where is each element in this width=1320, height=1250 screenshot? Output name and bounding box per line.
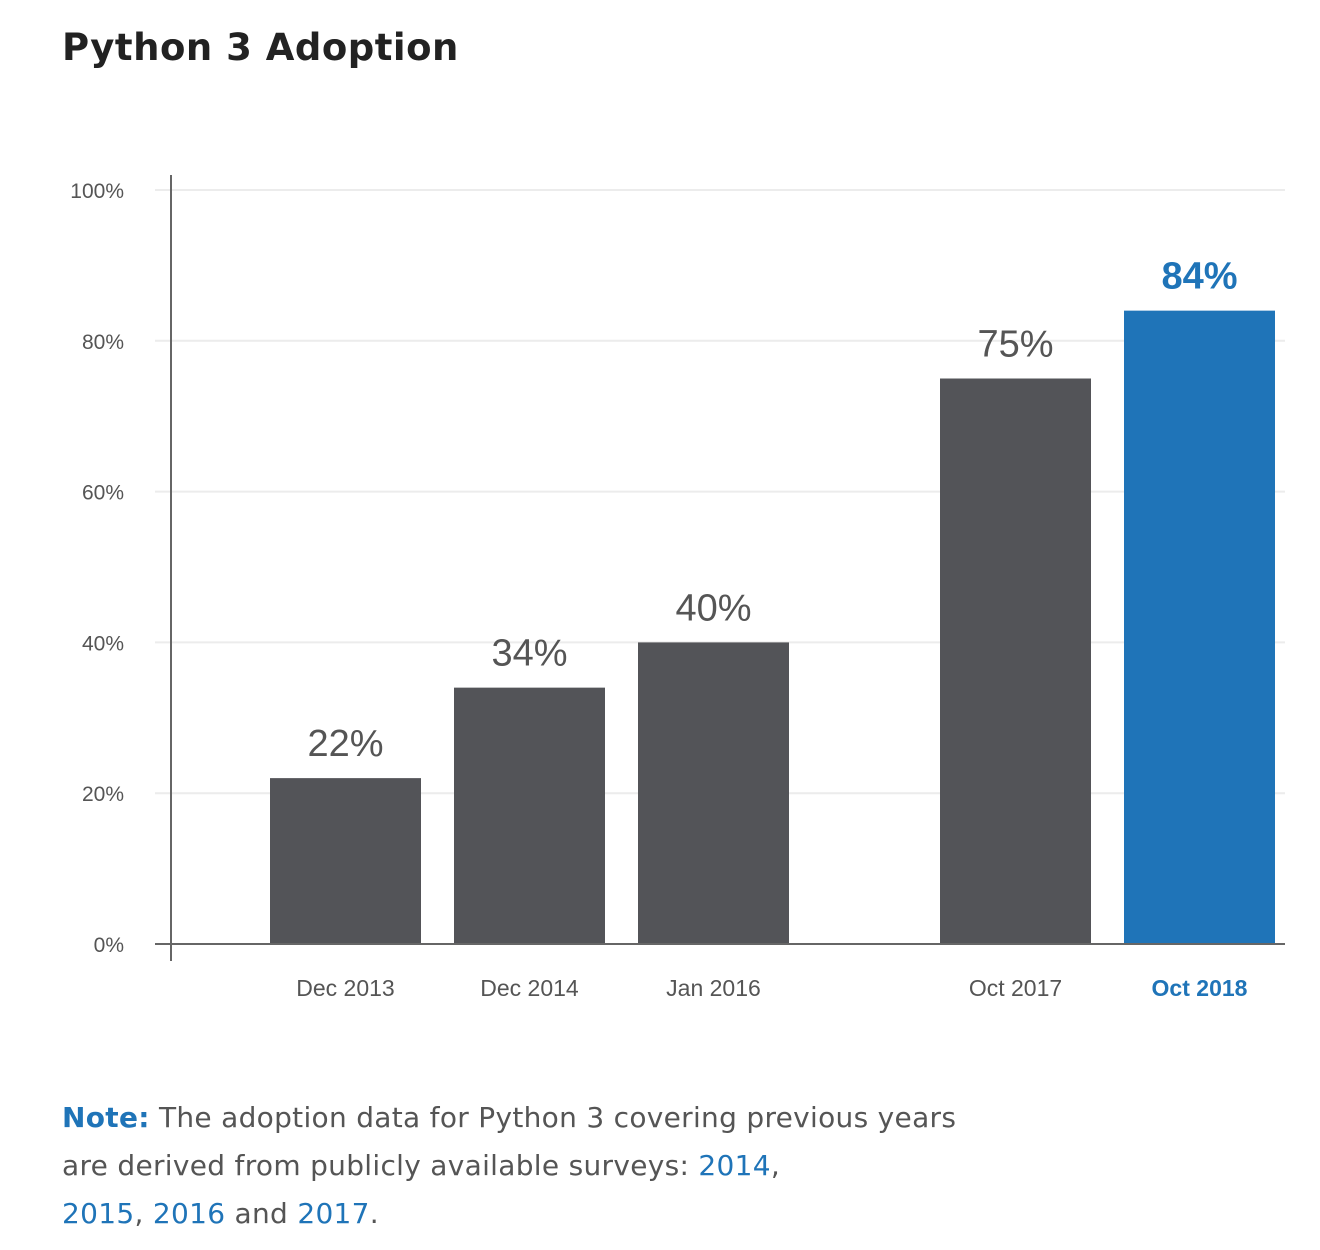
separator: and [225,1197,298,1230]
chart-title: Python 3 Adoption [62,26,459,69]
note-label: Note: [62,1101,150,1134]
y-tick-label: 40% [82,632,124,655]
y-tick-label: 60% [82,482,124,505]
note-text: The adoption data for Python 3 covering … [62,1101,957,1182]
x-tick-label: Jan 2016 [666,975,761,1001]
bar [1124,310,1275,944]
data-label: 40% [675,587,751,629]
separator: , [134,1197,153,1230]
x-tick-label: Dec 2014 [480,975,579,1001]
x-tick-label: Dec 2013 [296,975,394,1001]
x-tick-label: Oct 2017 [969,975,1062,1001]
link-2015[interactable]: 2015 [62,1197,135,1230]
footnote: Note: The adoption data for Python 3 cov… [62,1094,962,1238]
data-label: 75% [977,324,1053,366]
bars [270,310,1275,944]
bar [454,687,605,944]
link-2014[interactable]: 2014 [698,1149,771,1182]
y-axis-ticks: 0% 20% 40% 60% 80% 100% [70,180,124,957]
y-tick-label: 100% [70,180,124,203]
data-labels: 22% 34% 40% 75% 84% [307,256,1237,765]
data-label: 34% [491,633,567,675]
link-2016[interactable]: 2016 [152,1197,226,1230]
bar [940,378,1091,944]
y-tick-label: 20% [82,783,124,806]
x-tick-label: Oct 2018 [1152,975,1248,1001]
period: . [369,1197,379,1230]
bar [638,642,789,944]
bar [270,778,421,944]
link-2017[interactable]: 2017 [297,1197,370,1230]
separator: , [770,1149,781,1182]
data-label: 84% [1161,256,1237,298]
y-tick-label: 80% [82,331,124,354]
data-label: 22% [307,723,383,765]
y-tick-label: 0% [94,934,124,957]
x-axis-ticks: Dec 2013 Dec 2014 Jan 2016 Oct 2017 Oct 2018 [296,975,1247,1001]
bar-chart: 0% 20% 40% 60% 80% 100% 22% 34% 40% 75% 84% Dec 2… [70,175,1285,1001]
